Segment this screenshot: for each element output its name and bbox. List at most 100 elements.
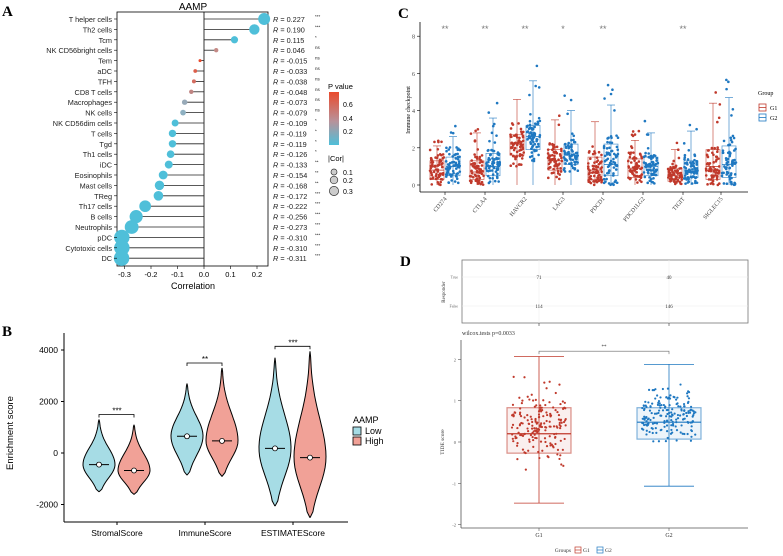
- data-point: [548, 380, 551, 383]
- significance-mark: ns: [315, 45, 321, 50]
- data-point: [549, 442, 552, 445]
- data-point: [519, 407, 522, 410]
- data-point: [451, 131, 455, 135]
- data-point: [690, 170, 694, 174]
- data-point: [537, 410, 541, 413]
- data-point: [473, 139, 477, 142]
- data-point: [652, 389, 656, 392]
- data-point: [562, 464, 565, 467]
- data-point: [654, 397, 657, 400]
- data-point: [551, 153, 554, 157]
- data-point: [551, 445, 555, 448]
- data-point: [450, 179, 453, 182]
- data-point: [647, 168, 650, 172]
- data-point: [558, 457, 561, 461]
- data-point: [486, 149, 490, 152]
- data-point: [510, 135, 513, 139]
- data-point: [658, 404, 661, 407]
- data-point: [644, 154, 647, 158]
- data-point: [637, 129, 641, 133]
- data-point: [543, 381, 546, 384]
- data-point: [634, 178, 638, 181]
- data-point: [538, 415, 541, 419]
- significance-label: **: [202, 355, 208, 364]
- data-point: [687, 390, 690, 393]
- data-point: [455, 146, 458, 149]
- data-point: [529, 141, 532, 144]
- data-point: [558, 153, 562, 156]
- lollipop-dot: [191, 79, 196, 84]
- x-tick-label: StromalScore: [91, 528, 143, 538]
- data-point: [574, 157, 578, 161]
- data-point: [432, 170, 436, 174]
- data-point: [550, 171, 554, 175]
- row-label: iDC: [100, 161, 112, 170]
- significance-mark: **: [315, 160, 319, 165]
- data-point: [480, 154, 484, 157]
- data-point: [554, 442, 557, 446]
- data-point: [662, 403, 665, 407]
- row-label: Tgd: [99, 140, 112, 149]
- data-point: [641, 406, 644, 410]
- data-point: [637, 160, 641, 163]
- size-tick-label: 0.3: [343, 189, 353, 196]
- data-point: [677, 156, 681, 160]
- data-point: [521, 146, 525, 149]
- data-point: [654, 427, 657, 430]
- data-point: [525, 125, 529, 129]
- significance-label: ***: [112, 407, 121, 416]
- significance-label: **: [441, 24, 449, 34]
- data-point: [518, 136, 521, 140]
- data-point: [452, 171, 455, 175]
- data-point: [490, 131, 494, 135]
- data-point: [519, 143, 523, 146]
- data-point: [531, 399, 535, 402]
- data-point: [592, 180, 595, 183]
- data-point: [526, 427, 529, 430]
- significance-label: **: [481, 24, 489, 34]
- data-point: [556, 453, 559, 456]
- data-point: [683, 417, 686, 420]
- data-point: [477, 174, 481, 178]
- data-point: [430, 173, 434, 177]
- data-point: [545, 387, 548, 390]
- lollipop-dot: [139, 200, 152, 213]
- data-point: [455, 167, 458, 170]
- r-value-label: R = -0.273: [273, 223, 307, 232]
- data-point: [428, 148, 432, 152]
- data-point: [659, 396, 662, 399]
- data-point: [530, 393, 533, 396]
- data-point: [725, 87, 728, 91]
- data-point: [525, 130, 529, 134]
- median-point: [307, 454, 313, 461]
- size-tick-label: 0.1: [343, 170, 353, 177]
- lollipop-dot: [129, 210, 143, 224]
- data-point: [567, 150, 570, 154]
- data-point: [539, 410, 543, 413]
- data-point: [448, 161, 452, 165]
- data-point: [657, 440, 661, 443]
- data-point: [725, 173, 728, 176]
- data-point: [529, 112, 532, 116]
- lollipop-dot: [258, 13, 271, 25]
- data-point: [606, 83, 610, 87]
- data-point: [523, 432, 526, 435]
- data-point: [729, 172, 733, 175]
- r-prefix: R =: [273, 46, 287, 55]
- data-point: [512, 162, 515, 165]
- data-point: [716, 120, 719, 124]
- data-point: [492, 159, 495, 163]
- row-label: pDC: [97, 233, 112, 242]
- data-point: [478, 155, 482, 159]
- data-point: [725, 170, 729, 174]
- pvalue-legend-title: P value: [328, 82, 353, 91]
- box: [485, 153, 501, 177]
- data-point: [627, 151, 631, 155]
- data-point: [528, 119, 532, 123]
- data-point: [475, 164, 479, 168]
- data-point: [686, 395, 689, 398]
- data-point: [633, 133, 637, 136]
- data-point: [641, 417, 644, 420]
- data-point: [473, 153, 476, 156]
- data-point: [516, 141, 520, 145]
